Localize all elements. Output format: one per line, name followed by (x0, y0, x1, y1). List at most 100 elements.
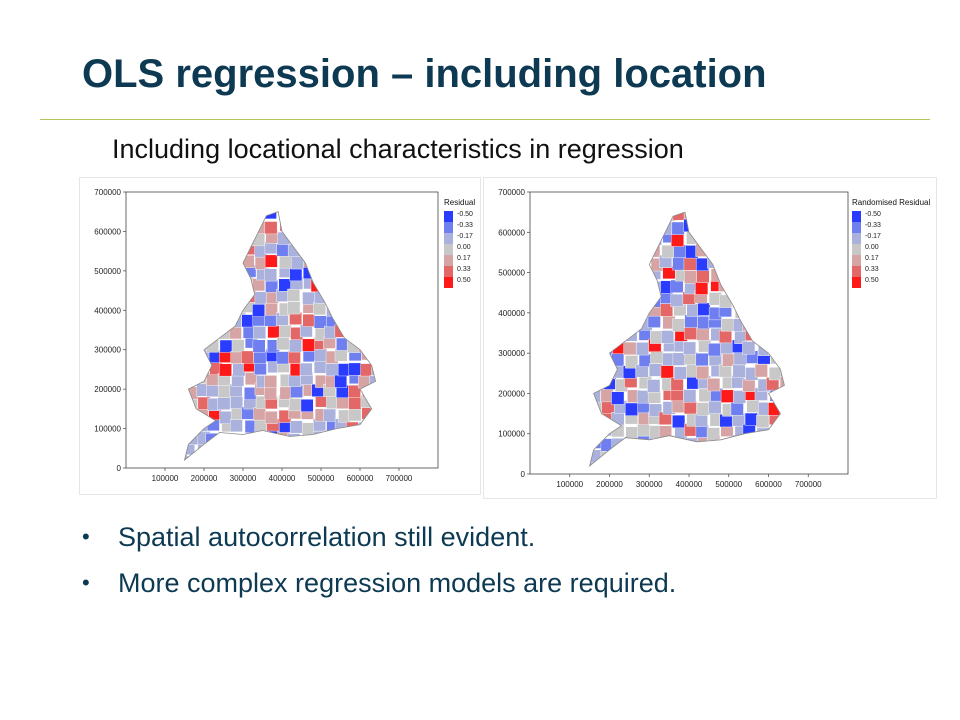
map-region (673, 366, 687, 380)
england-wales-map (576, 194, 785, 467)
map-region (322, 221, 336, 235)
legend-title: Residual (444, 198, 475, 207)
map-region (731, 194, 744, 207)
map-region (648, 403, 662, 417)
map-region (197, 219, 211, 233)
map-region (299, 362, 313, 376)
map-region (781, 328, 785, 342)
map-region (276, 445, 289, 459)
map-region (743, 221, 757, 235)
map-region (360, 218, 373, 232)
map-region (300, 399, 314, 412)
map-region (220, 289, 234, 303)
map-region (346, 455, 360, 461)
map-region (778, 269, 785, 283)
map-region (780, 282, 785, 296)
map-region (347, 195, 359, 207)
map-region (184, 231, 186, 245)
bullet-list: • Spatial autocorrelation still evident. … (82, 520, 676, 612)
map-region (742, 341, 756, 355)
legend-swatch (444, 244, 453, 255)
map-region (255, 442, 269, 455)
map-region (671, 399, 685, 413)
bullet-item: • More complex regression models are requ… (82, 566, 676, 600)
map-region (770, 279, 784, 293)
legend-label: -0.33 (457, 222, 473, 229)
map-region (709, 195, 722, 208)
bullet-item: • Spatial autocorrelation still evident. (82, 520, 676, 554)
map-region (589, 246, 591, 260)
map-region (230, 395, 243, 409)
map-region (732, 294, 746, 308)
map-region (338, 433, 352, 447)
map-region (207, 323, 221, 337)
map-region (349, 443, 362, 457)
map-region (781, 435, 785, 449)
residual-map-panel: 0 100000 200000 300000 400000 500000 600000 700… (80, 178, 480, 494)
map-region (636, 194, 649, 207)
map-region (732, 364, 746, 378)
map-region (221, 312, 235, 326)
map-region (694, 413, 708, 427)
map-region (243, 220, 257, 234)
map-region (242, 433, 256, 447)
map-region (310, 229, 324, 243)
map-region (289, 339, 302, 353)
map-region (769, 438, 783, 453)
map-region (766, 303, 780, 317)
map-region (361, 311, 375, 325)
map-region (219, 244, 233, 258)
legend-label: -0.50 (457, 211, 473, 218)
map-region (623, 219, 637, 233)
x-tick-label: 300000 (636, 480, 663, 489)
map-region (369, 252, 376, 266)
map-region (277, 431, 290, 444)
map-region (686, 303, 700, 317)
map-region (206, 315, 220, 328)
map-region (336, 196, 348, 208)
map-region (279, 255, 292, 269)
map-region (264, 268, 277, 282)
map-region (778, 352, 785, 366)
map-region (172, 303, 184, 315)
map-region (184, 289, 185, 302)
y-tick-label: 400000 (498, 309, 525, 318)
x-tick-label: 700000 (386, 474, 413, 483)
legend-swatch (852, 255, 861, 266)
map-region (370, 198, 382, 210)
map-region (369, 291, 376, 305)
map-region (782, 212, 785, 222)
map-region (624, 195, 637, 208)
legend-label: -0.17 (865, 233, 881, 240)
map-region (326, 196, 338, 208)
map-region (780, 244, 785, 258)
map-region (779, 376, 785, 390)
map-region (768, 341, 781, 355)
y-tick-label: 700000 (94, 188, 121, 197)
map-region (589, 365, 602, 380)
map-region (346, 421, 359, 435)
map-region (758, 233, 772, 247)
slide-subtitle: Including locational characteristics in … (112, 134, 684, 164)
map-region (370, 397, 376, 411)
map-region (242, 194, 254, 206)
map-region (229, 326, 242, 340)
map-region (659, 221, 673, 235)
map-region (637, 435, 651, 449)
map-region (195, 326, 208, 340)
map-region (184, 253, 197, 266)
map-region (348, 396, 362, 410)
map-region (576, 270, 589, 283)
map-region (613, 326, 627, 340)
map-region (232, 241, 245, 255)
map-region (612, 317, 626, 331)
map-region (171, 194, 183, 206)
map-region (589, 291, 601, 306)
map-region (601, 315, 615, 329)
map-region (301, 422, 315, 436)
map-region (770, 461, 784, 466)
map-region (696, 327, 710, 341)
map-region (302, 291, 316, 305)
legend-title: Randomised Residual (852, 198, 930, 207)
map-region (194, 266, 207, 280)
